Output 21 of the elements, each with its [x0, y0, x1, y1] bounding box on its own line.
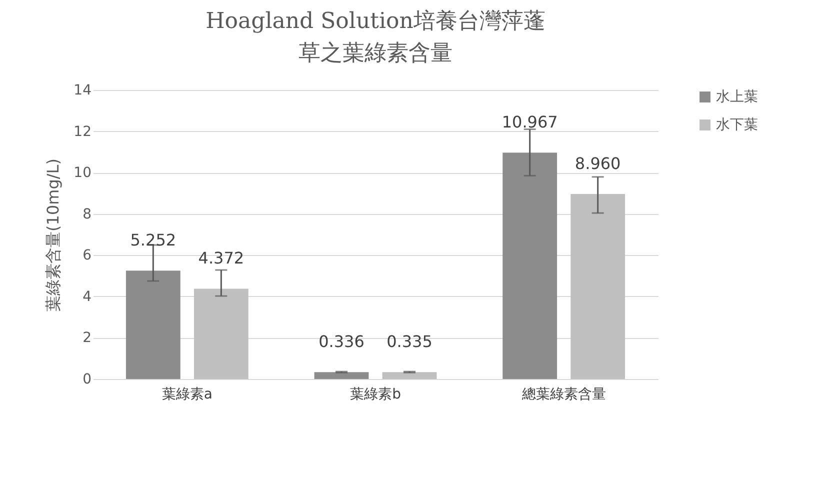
- data-label: 8.960: [574, 154, 621, 174]
- y-tick-label: 6: [82, 248, 92, 264]
- data-label: 5.252: [130, 230, 176, 250]
- y-tick-label: 2: [82, 330, 92, 346]
- legend-label: 水下葉: [716, 117, 758, 133]
- data-label: 0.335: [386, 332, 432, 352]
- y-tick-label: 4: [82, 288, 92, 305]
- y-tick-label: 8: [82, 206, 92, 222]
- y-tick-label: 14: [74, 82, 92, 98]
- y-tick-label: 10: [74, 165, 92, 182]
- legend-label: 水上葉: [716, 89, 758, 105]
- x-tick-label: 總葉綠素含量: [520, 386, 606, 402]
- x-tick-label: 葉綠素b: [350, 386, 402, 402]
- data-label: 0.336: [318, 332, 364, 352]
- data-label: 4.372: [198, 248, 244, 268]
- y-tick-label: 12: [74, 124, 92, 140]
- data-label: 10.967: [502, 112, 558, 132]
- x-tick-label: 葉綠素a: [162, 386, 212, 402]
- y-axis-title: 葉綠素含量(10mg/L): [44, 158, 63, 312]
- chart-title: Hoagland Solution培養台灣萍蓬草之葉綠素含量: [206, 9, 546, 66]
- y-tick-label: 0: [82, 372, 92, 388]
